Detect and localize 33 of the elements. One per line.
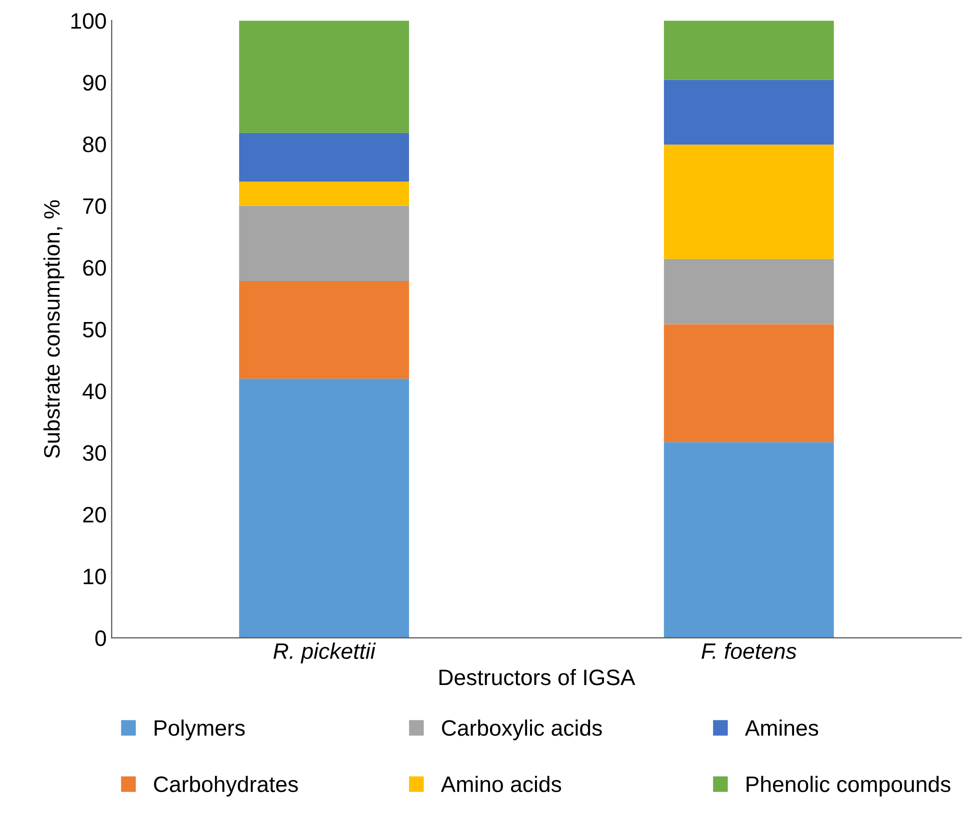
bar [664, 442, 834, 638]
bar [239, 132, 410, 182]
legend-label: Phenolic compounds [746, 776, 950, 797]
legend-label: Amino acids [440, 776, 562, 792]
y-tick-label: 10 [84, 568, 106, 584]
y-tick-label: 30 [82, 445, 106, 461]
legend-label: Carbohydrates [154, 776, 298, 797]
bar [239, 206, 410, 282]
bar [664, 80, 834, 145]
x-tick-label: R. pickettii [274, 642, 376, 664]
y-tick-label: 70 [83, 198, 106, 214]
y-tick-label: 80 [83, 136, 106, 152]
y-tick-label: 50 [82, 322, 106, 338]
legend-label: Polymers [154, 720, 245, 740]
y-tick-label: 60 [83, 260, 106, 276]
bar [664, 144, 834, 259]
bar [239, 378, 410, 638]
bar [664, 258, 834, 324]
bar [664, 324, 834, 442]
bar [239, 281, 410, 379]
x-tick-label: F. foetens [702, 642, 796, 660]
x-axis-title: Destructors of IGSA [440, 668, 636, 686]
y-axis-title: Substrate consumption, % [43, 200, 64, 458]
legend-label: Carboxylic acids [442, 720, 602, 740]
bar [664, 20, 834, 80]
y-tick-label: 40 [82, 383, 106, 400]
y-tick-label: 100 [71, 13, 106, 29]
bar [239, 20, 410, 133]
legend-label: Amines [744, 720, 818, 736]
y-tick-label: 90 [83, 74, 106, 91]
bar [239, 182, 410, 206]
y-tick-label: 0 [95, 630, 106, 646]
y-tick-label: 20 [83, 506, 106, 523]
